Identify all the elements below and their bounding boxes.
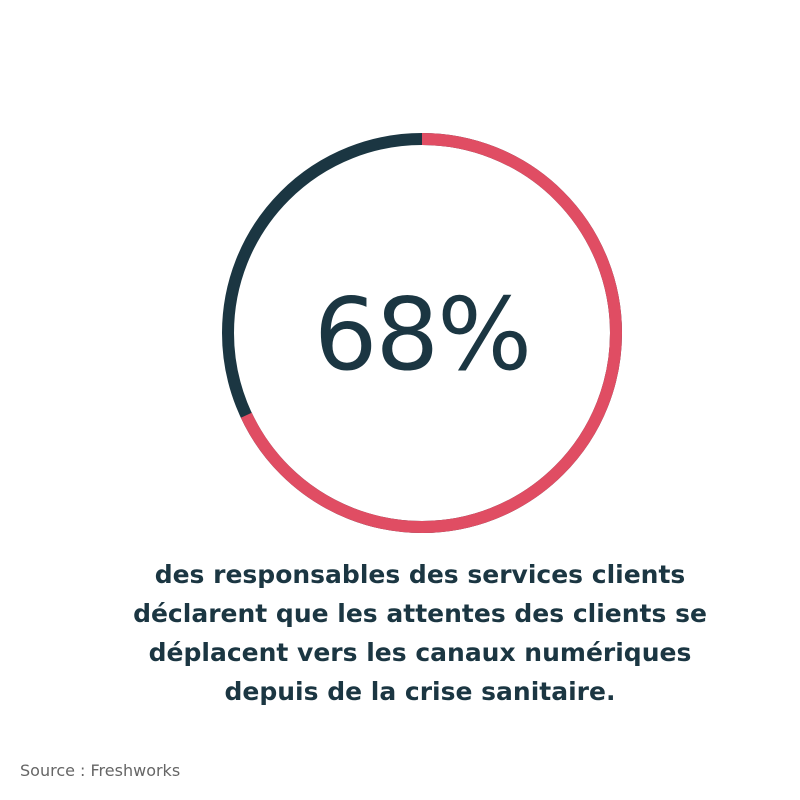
- description-line: depuis de la crise sanitaire.: [224, 677, 616, 706]
- stat-description: des responsables des services clients dé…: [40, 555, 800, 711]
- ring-segment-68: [222, 133, 622, 533]
- description-line: des responsables des services clients: [154, 560, 686, 589]
- description-line: déplacent vers les canaux numériques: [148, 638, 692, 667]
- source-caption: Source : Freshworks: [20, 761, 181, 780]
- description-line: déclarent que les attentes des clients s…: [133, 599, 707, 628]
- stat-value: 68%: [313, 276, 532, 393]
